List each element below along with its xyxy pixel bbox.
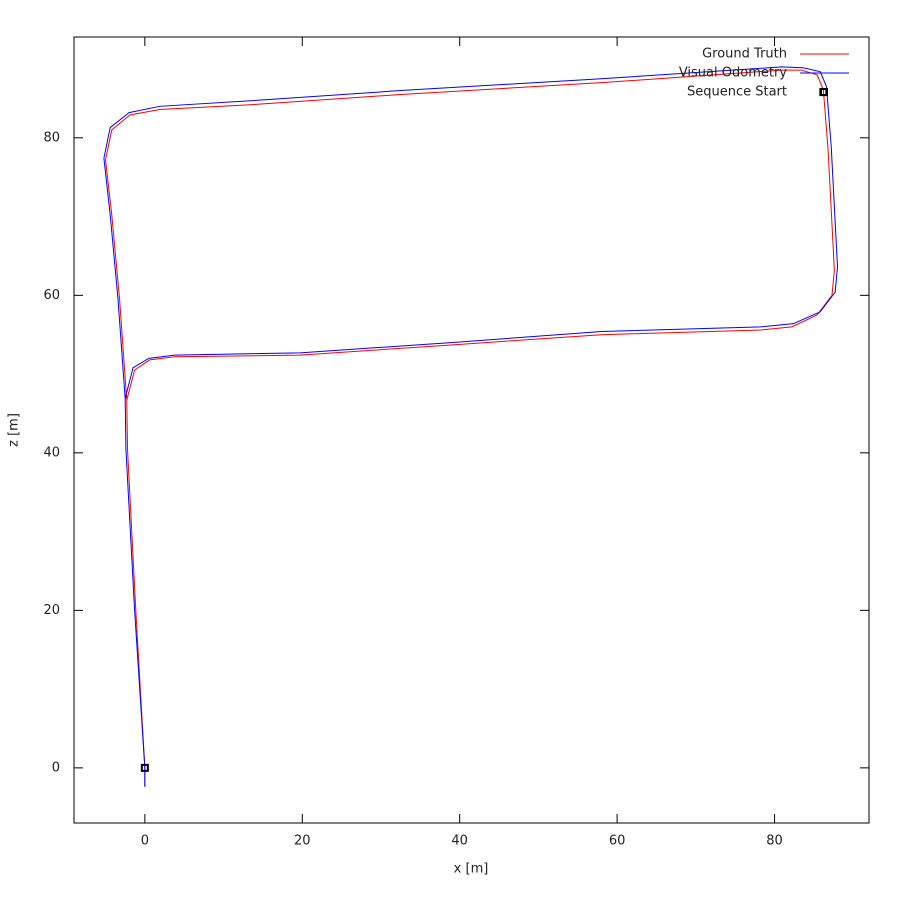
x-tick-label: 20 [294, 834, 311, 849]
y-tick-label: 40 [43, 445, 60, 460]
legend-label: Sequence Start [687, 85, 787, 100]
legend-label: Ground Truth [702, 47, 787, 62]
y-tick-label: 0 [52, 760, 60, 775]
legend-label: Visual Odometry [679, 66, 787, 81]
y-tick-label: 80 [43, 130, 60, 145]
x-tick-label: 40 [451, 834, 468, 849]
x-tick-label: 60 [609, 834, 626, 849]
y-tick-label: 60 [43, 288, 60, 303]
plot-frame [73, 36, 870, 824]
y-tick-label: 20 [43, 603, 60, 618]
y-axis-label: z [m] [7, 413, 22, 447]
x-tick-label: 80 [766, 834, 783, 849]
marker [140, 763, 149, 772]
trajectory [104, 69, 835, 787]
x-tick-label: 0 [141, 834, 149, 849]
x-axis-label: x [m] [454, 862, 489, 877]
trajectory [103, 66, 839, 787]
marker [820, 88, 828, 96]
